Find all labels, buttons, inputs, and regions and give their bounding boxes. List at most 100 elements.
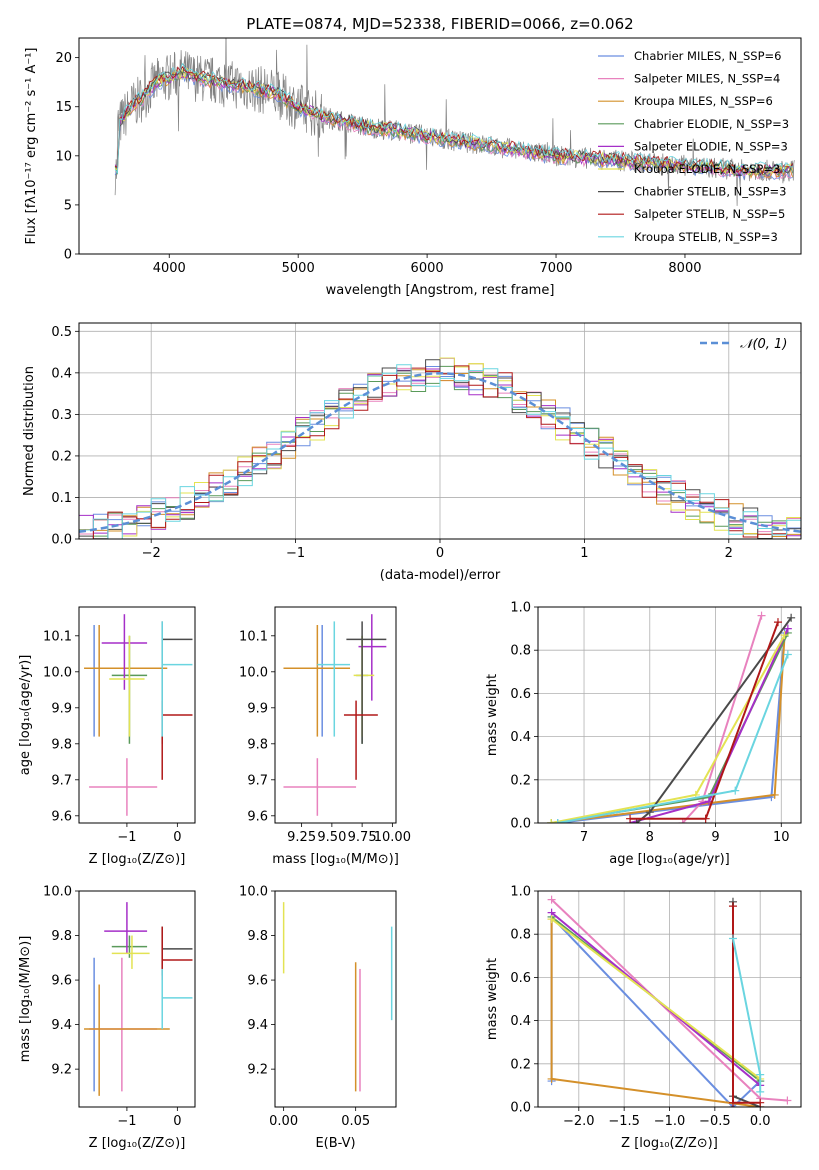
- mass-weight-marker: [678, 819, 687, 823]
- normal-distribution-curve: [79, 372, 801, 533]
- spectrum-panel: 4000 5000 6000 7000 8000 0 5 10 15 20 wavelength […: [24, 37, 802, 298]
- x-axis-label: mass [log₁₀(M/M⊙)]: [272, 852, 399, 867]
- y-tick-label: 0.0: [510, 1101, 531, 1116]
- y-tick-label: 9.2: [247, 1063, 268, 1078]
- error-bar-point: [343, 700, 378, 780]
- error-bar-point: [161, 621, 193, 737]
- y-tick-label: 9.8: [247, 737, 268, 752]
- mass-weight-marker: [756, 1070, 765, 1079]
- y-axis-label: Flux [fλ10⁻¹⁷ erg cm⁻² s⁻¹ A⁻¹]: [24, 48, 39, 245]
- x-tick-label: −1: [117, 830, 136, 845]
- axes-frame: [78, 890, 196, 1108]
- mass-weight-marker: [547, 1074, 556, 1083]
- x-tick-label: 4000: [153, 261, 186, 276]
- mass-weight-marker: [757, 611, 766, 620]
- x-axis-label: (data-model)/error: [380, 568, 501, 583]
- y-tick-label: 9.7: [51, 773, 72, 788]
- y-tick-label: 0.4: [51, 366, 72, 381]
- y-axis-label: Normed distribution: [22, 366, 37, 496]
- x-tick-label: 0: [436, 546, 444, 561]
- mass-weight-marker: [547, 819, 556, 823]
- age-vs-mass-plot-area: [283, 614, 387, 816]
- x-tick-label: 1: [580, 546, 588, 561]
- x-tick-label: 8000: [668, 261, 701, 276]
- y-tick-label: 10.0: [43, 885, 72, 900]
- error-bar-point: [84, 625, 168, 737]
- y-tick-label: 20: [55, 51, 72, 66]
- y-tick-label: 0.6: [510, 971, 531, 986]
- legend-entry: Salpeter ELODIE, N_SSP=3: [634, 139, 788, 153]
- x-tick-label: 5000: [282, 261, 315, 276]
- model-spectrum-line: [114, 69, 794, 180]
- y-tick-label: 0.2: [510, 773, 531, 788]
- age-vs-Z-panel: −1 0 9.6 9.7 9.8 9.9 10.0 10.1 Z [log₁₀(Z/Z⊙)] ag…: [18, 606, 196, 867]
- mass-weight-marker: [783, 1096, 792, 1105]
- legend-entry: 𝒩(0, 1): [740, 337, 787, 352]
- y-tick-label: 0.0: [510, 817, 531, 832]
- x-tick-label: 6000: [411, 261, 444, 276]
- error-bar-point: [283, 625, 351, 737]
- error-bar-point: [358, 614, 387, 701]
- legend-entry: Salpeter STELIB, N_SSP=5: [634, 207, 785, 221]
- legend-entry: Salpeter MILES, N_SSP=4: [634, 72, 780, 86]
- mass-weight-marker: [728, 1098, 737, 1107]
- weight-vs-Z-panel: −2.0 −1.5 −1.0 −0.5 0.0 0.0 0.2 0.4 0.6 0.8 1.0 Z […: [485, 885, 802, 1151]
- y-tick-label: 0.8: [510, 928, 531, 943]
- x-tick-label: 7: [580, 830, 588, 845]
- x-axis-label: wavelength [Angstrom, rest frame]: [326, 283, 555, 298]
- mass-weight-marker: [783, 624, 792, 633]
- y-tick-label: 9.9: [247, 701, 268, 716]
- mass-weight-marker: [632, 819, 641, 823]
- residual-histogram: [79, 364, 801, 539]
- y-axis-label: age [log₁₀(age/yr)]: [18, 655, 33, 776]
- y-tick-label: 0.4: [510, 730, 531, 745]
- mass-vs-Z-plot-area: [84, 902, 193, 1096]
- y-tick-label: 9.7: [247, 773, 268, 788]
- y-tick-label: 9.4: [51, 1018, 72, 1033]
- weight-vs-Z-plot-area: [547, 895, 792, 1107]
- y-tick-label: 10.0: [239, 665, 268, 680]
- legend-entry: Chabrier MILES, N_SSP=6: [634, 49, 781, 63]
- legend-entry: Kroupa MILES, N_SSP=6: [634, 94, 773, 108]
- mass-weight-marker: [701, 814, 710, 823]
- y-tick-label: 9.6: [51, 974, 72, 989]
- x-tick-label: −2: [142, 546, 161, 561]
- axes-frame: [537, 606, 802, 824]
- error-bar-point: [111, 935, 150, 969]
- mass-weight-marker: [728, 902, 737, 911]
- y-tick-label: 9.6: [247, 974, 268, 989]
- mass-weight-marker: [547, 915, 556, 924]
- y-axis-label: mass [log₁₀(M/M⊙)]: [18, 936, 33, 1063]
- weight-vs-age-plot-area: [547, 611, 796, 823]
- mass-weight-marker: [645, 808, 654, 817]
- mass-weight-marker: [787, 613, 796, 622]
- age-vs-Z-plot-area: [84, 614, 193, 816]
- axes-frame: [78, 37, 802, 255]
- error-bar-point: [109, 635, 145, 737]
- mass-weight-marker: [783, 650, 792, 659]
- y-tick-label: 9.2: [51, 1063, 72, 1078]
- residuals-panel: −2 −1 0 1 2 0.0 0.1 0.2 0.3 0.4 0.5 (data-model)/er…: [22, 322, 802, 583]
- mass-vs-Z-panel: −1 0 9.2 9.4 9.6 9.8 10.0 Z [log₁₀(Z/Z⊙)] mass […: [18, 885, 196, 1151]
- mass-vs-ebv-plot-area: [282, 902, 393, 1092]
- y-tick-label: 9.6: [247, 809, 268, 824]
- error-bar-point: [283, 758, 357, 816]
- error-bar-point: [84, 984, 170, 1096]
- error-bar-point: [89, 758, 158, 816]
- x-tick-label: −1: [117, 1114, 136, 1129]
- x-axis-label: E(B-V): [315, 1136, 355, 1151]
- y-tick-label: 1.0: [510, 601, 531, 616]
- mass-weight-marker: [626, 814, 635, 823]
- x-tick-label: 9: [711, 830, 719, 845]
- mass-weight-marker: [731, 786, 740, 795]
- error-bar-point: [317, 621, 351, 737]
- x-tick-label: −1.0: [654, 1114, 686, 1129]
- mass-vs-ebv-panel: 0.00 0.05 9.2 9.4 9.6 9.8 10.0 E(B-V): [239, 885, 397, 1151]
- figure-title: PLATE=0874, MJD=52338, FIBERID=0066, z=0…: [246, 15, 633, 33]
- x-tick-label: 7000: [539, 261, 572, 276]
- legend-entry: Kroupa ELODIE, N_SSP=3: [634, 162, 780, 176]
- axes-frame: [78, 606, 196, 824]
- x-tick-label: 9.25: [287, 830, 316, 845]
- x-axis-label: Z [log₁₀(Z/Z⊙)]: [621, 1136, 718, 1151]
